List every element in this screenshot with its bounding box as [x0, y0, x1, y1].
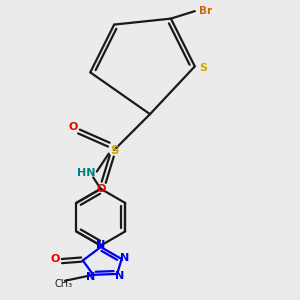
- Text: N: N: [120, 254, 129, 263]
- Text: CH₃: CH₃: [54, 279, 73, 289]
- Text: O: O: [51, 254, 60, 264]
- Text: O: O: [97, 184, 106, 194]
- Text: HN: HN: [77, 168, 96, 178]
- Text: O: O: [68, 122, 78, 132]
- Text: Br: Br: [199, 6, 212, 16]
- Text: S: S: [110, 143, 118, 157]
- Text: S: S: [199, 63, 207, 73]
- Text: N: N: [86, 272, 95, 282]
- Text: N: N: [96, 240, 105, 250]
- Text: N: N: [115, 271, 124, 281]
